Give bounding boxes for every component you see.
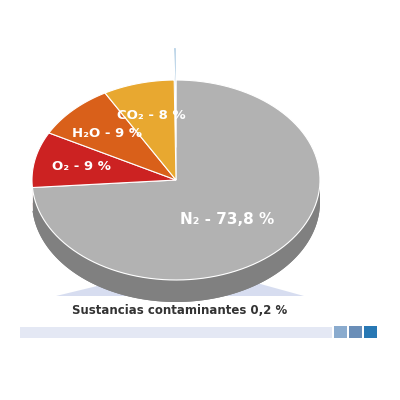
Polygon shape <box>32 180 320 302</box>
Text: H₂O - 9 %: H₂O - 9 % <box>72 127 142 140</box>
Polygon shape <box>56 264 304 296</box>
Bar <box>349 326 362 338</box>
Bar <box>334 326 347 338</box>
Polygon shape <box>49 93 176 180</box>
Polygon shape <box>105 80 176 180</box>
Polygon shape <box>32 133 176 188</box>
Polygon shape <box>32 80 320 280</box>
Text: Sustancias contaminantes 0,2 %: Sustancias contaminantes 0,2 % <box>72 304 288 316</box>
Polygon shape <box>174 48 176 148</box>
Text: N₂ - 73,8 %: N₂ - 73,8 % <box>180 212 274 227</box>
Polygon shape <box>32 183 320 302</box>
Text: CO₂ - 8 %: CO₂ - 8 % <box>116 109 185 122</box>
Polygon shape <box>174 48 176 214</box>
Bar <box>20 327 332 338</box>
Text: O₂ - 9 %: O₂ - 9 % <box>52 160 111 173</box>
Bar <box>364 326 377 338</box>
